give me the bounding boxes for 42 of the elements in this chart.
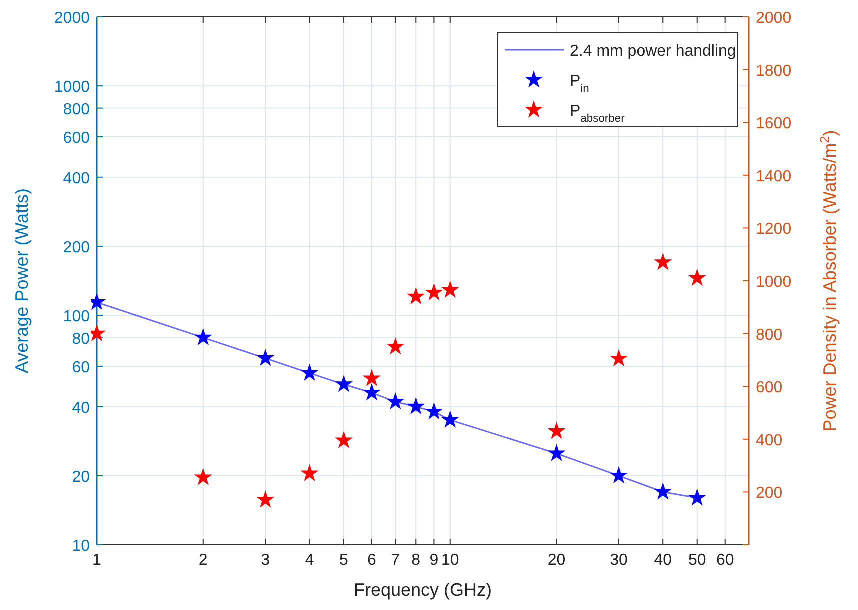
y2-tick-label: 400	[756, 432, 783, 450]
x-tick-label: 1	[92, 552, 102, 569]
y-tick-label: 400	[63, 170, 90, 188]
legend-label: 2.4 mm power handling	[570, 43, 736, 60]
x-tick-label: 2	[198, 552, 208, 569]
x-tick-label: 5	[340, 552, 349, 569]
y2-tick-label: 1000	[756, 274, 792, 291]
y-tick-label: 2000	[54, 10, 90, 27]
y-tick-label: 200	[63, 239, 90, 256]
y-tick-label: 40	[72, 400, 90, 417]
y-axis-title: Average Power (Watts)	[12, 188, 32, 374]
x-tick-label: 40	[654, 552, 672, 569]
y2-tick-label: 1600	[756, 116, 792, 133]
x-tick-label: 60	[716, 552, 734, 569]
x-axis-title: Frequency (GHz)	[354, 580, 492, 600]
legend-label: P$_{in}$	[570, 73, 590, 95]
y-tick-label: 10	[72, 538, 90, 555]
y2-tick-label: 2000	[756, 10, 792, 27]
y2-tick-label: 1800	[756, 62, 792, 80]
legend-label: P$_{absorber}$	[570, 103, 626, 125]
x-tick-label: 7	[391, 552, 400, 569]
x-tick-label: 3	[261, 552, 270, 569]
y-tick-label: 100	[63, 308, 90, 326]
x-tick-label: 4	[305, 552, 314, 569]
y-tick-label: 20	[72, 468, 90, 486]
y2-tick-label: 1200	[756, 221, 792, 238]
y-tick-label: 800	[63, 101, 90, 118]
y2-tick-label: 600	[756, 380, 783, 397]
y-tick-label: 80	[72, 330, 90, 348]
y-tick-label: 1000	[54, 79, 90, 96]
x-tick-label: 6	[368, 552, 377, 569]
y-tick-label: 600	[63, 130, 90, 147]
x-tick-label: 20	[548, 552, 566, 569]
y2-tick-label: 200	[756, 485, 783, 502]
x-tick-label: 8	[412, 552, 421, 569]
x-tick-label: 10	[441, 552, 460, 569]
x-tick-label: 50	[688, 552, 706, 569]
x-tick-label: 9	[430, 552, 439, 569]
x-tick-label: 30	[610, 552, 628, 569]
y2-tick-label: 800	[756, 326, 783, 344]
y2-tick-label: 1400	[756, 168, 792, 186]
y-tick-label: 60	[72, 359, 90, 376]
